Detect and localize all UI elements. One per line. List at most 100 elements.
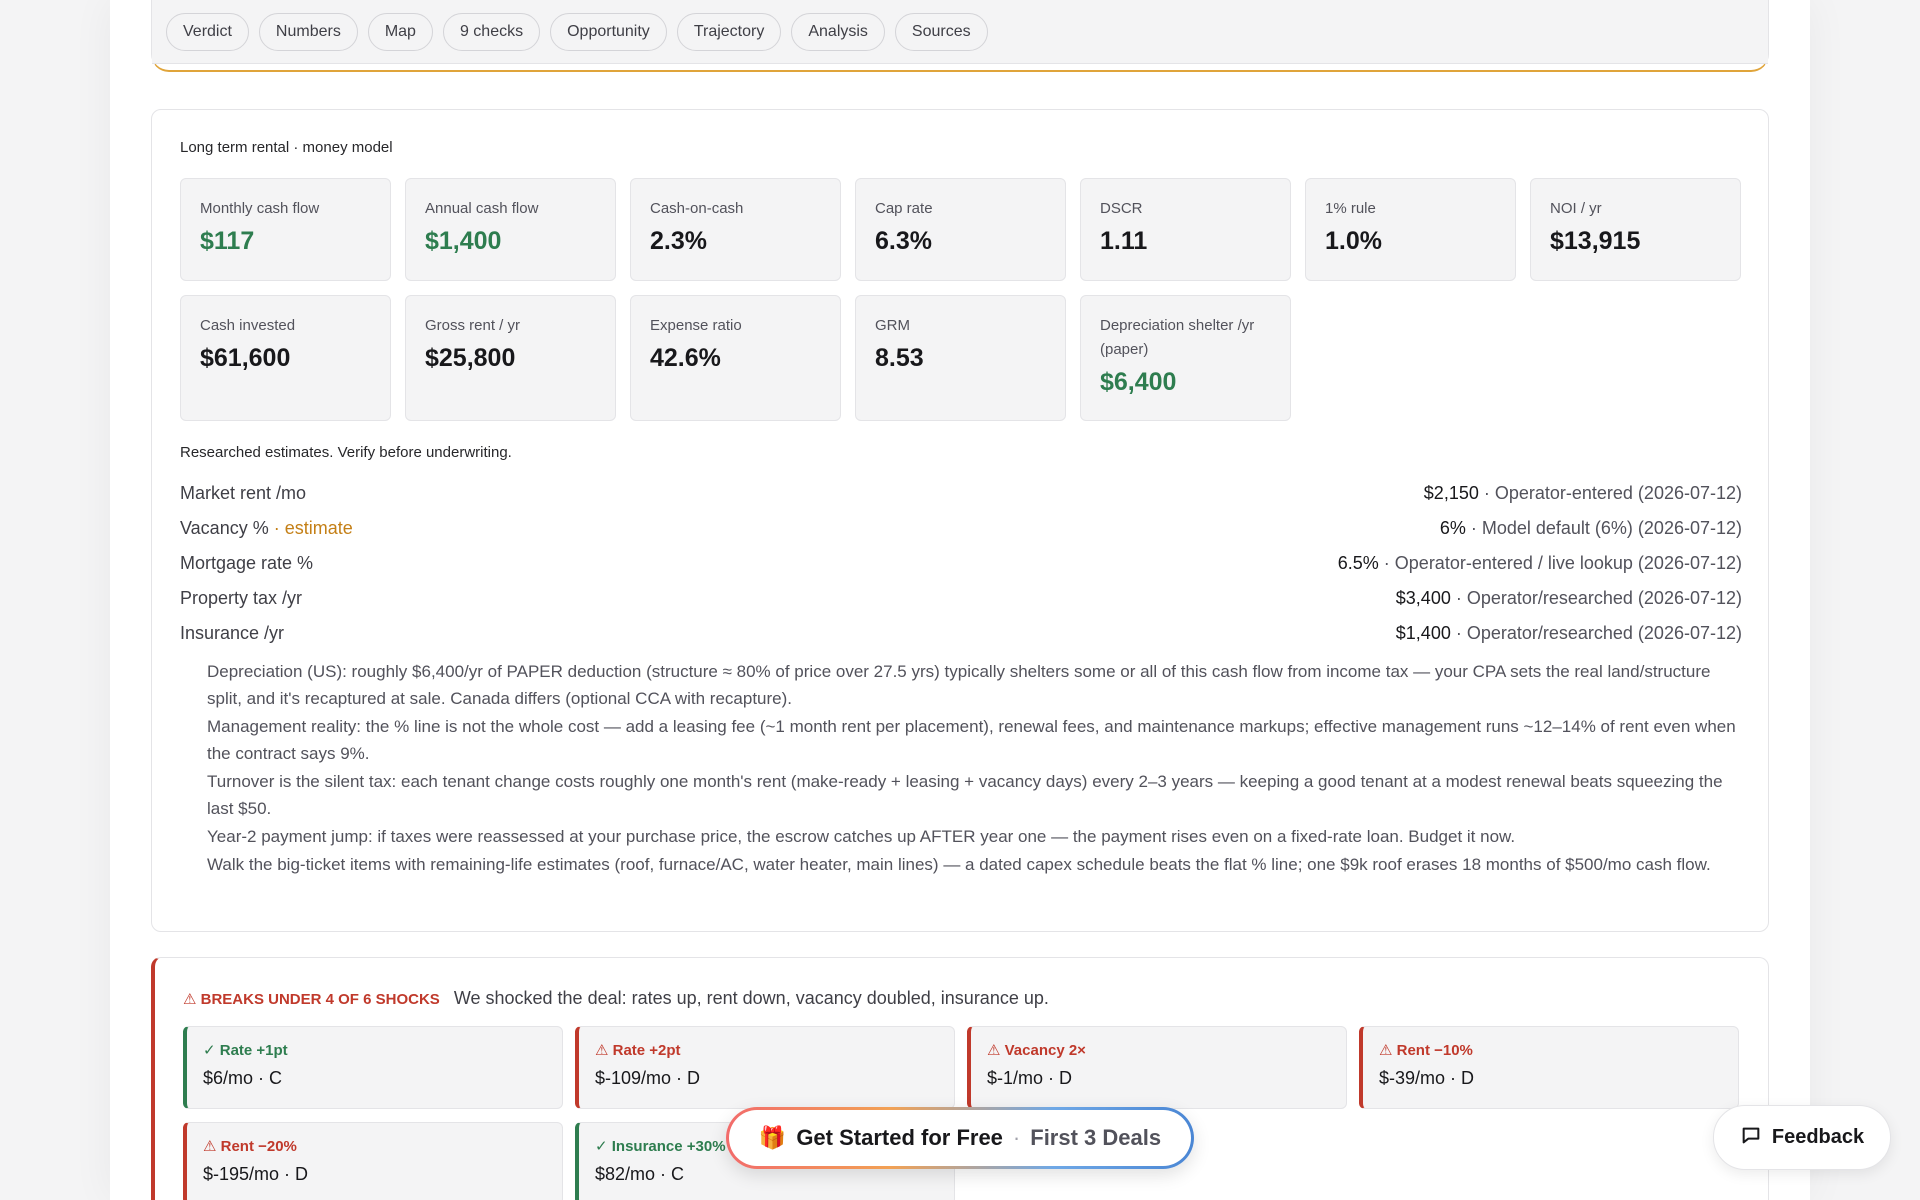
shock-result: $-1/mo · D [987,1068,1073,1088]
chat-bubble-icon [1740,1124,1762,1152]
assumption-name: Vacancy % [180,518,269,538]
tab-trajectory[interactable]: Trajectory [676,12,782,51]
shock-name: ⚠ Rate +2pt [595,1042,681,1059]
metric-value: $6,400 [1100,368,1177,396]
assumption-label: Mortgage rate % [180,553,313,574]
assumption-row: Insurance /yr $1,400 · Operator/researche… [180,616,1742,651]
metric-card: Depreciation shelter /yr (paper) $6,400 [1080,295,1291,421]
stress-test-description: We shocked the deal: rates up, rent down… [453,988,1049,1008]
assumption-row: Vacancy % · estimate 6% · Model default (… [180,511,1742,546]
feedback-label: Feedback [1771,1126,1865,1148]
assumption-name: Mortgage rate % [180,553,314,573]
metric-card: Cash-on-cash 2.3% [630,178,841,281]
feedback-button[interactable]: Feedback [1713,1105,1891,1170]
stress-test-card: ⚠ BREAKS UNDER 4 OF 6 SHOCKS We shocked … [151,957,1769,1200]
assumption-list: Market rent /mo $2,150 · Operator-entered… [180,476,1742,651]
shock-name: ⚠ Vacancy 2× [987,1042,1086,1059]
advice-note: Year-2 payment jump: if taxes were reass… [207,827,1516,846]
shock-result: $-195/mo · D [203,1164,309,1184]
assumption-number: $2,150 [1423,483,1479,503]
metric-value: 1.0% [1325,227,1382,255]
shock-scenario: ⚠ Rent −20% $-195/mo · D [183,1122,563,1200]
tab-sources[interactable]: Sources [894,12,988,51]
assumption-value: 6% · Model default (6%) (2026-07-12) [1440,518,1742,539]
metric-card: DSCR 1.11 [1080,178,1291,281]
advice-note: Walk the big-ticket items with remaining… [207,855,1711,874]
cta-label: Get Started for Free [796,1125,1003,1150]
assumption-number: 6% [1439,518,1466,538]
metric-label: DSCR [1100,200,1143,217]
shock-scenario: ⚠ Rent −10% $-39/mo · D [1359,1026,1739,1109]
assumption-name: Insurance /yr [180,623,285,643]
metric-value: $117 [200,227,255,255]
tab-verdict[interactable]: Verdict [166,12,249,51]
metric-label: Cash-on-cash [650,200,744,217]
assumption-value: $3,400 · Operator/researched (2026-07-12… [1396,588,1742,609]
shock-result: $82/mo · C [595,1164,685,1184]
metric-value: $25,800 [425,344,516,372]
money-model-card: Long term rental · money model Monthly c… [151,109,1769,932]
metric-value: 1.11 [1100,227,1148,255]
metric-label: Cap rate [875,200,933,217]
assumption-source: · Operator/researched (2026-07-12) [1450,588,1742,608]
assumption-name: Market rent /mo [180,483,307,503]
metric-card: Cash invested $61,600 [180,295,391,421]
assumption-source: · Operator/researched (2026-07-12) [1450,623,1742,643]
metric-label: Cash invested [200,317,296,334]
get-started-button-inner[interactable]: 🎁 Get Started for Free · First 3 Deals [729,1110,1191,1166]
assumption-row: Property tax /yr $3,400 · Operator/resear… [180,581,1742,616]
shock-name: ✓ Insurance +30% [595,1138,726,1155]
cta-separator: · [1012,1125,1021,1150]
section-nav: Verdict Numbers Map 9 checks Opportunity Traj… [151,0,1769,72]
tab-map[interactable]: Map [367,12,433,51]
metric-label: 1% rule [1325,200,1376,217]
metric-label: NOI / yr [1550,200,1602,217]
tab-opportunity[interactable]: Opportunity [550,12,667,51]
tab-numbers[interactable]: Numbers [258,12,358,51]
shock-result: $-39/mo · D [1379,1068,1475,1088]
estimates-note: Researched estimates. Verify before unde… [180,444,512,461]
metric-value: $1,400 [425,227,502,255]
assumption-value: 6.5% · Operator-entered / live lookup (2… [1338,553,1742,574]
shock-result: $-109/mo · D [595,1068,701,1088]
advice-note: Turnover is the silent tax: each tenant … [207,772,1723,818]
assumption-number: $3,400 [1395,588,1451,608]
shock-result: $6/mo · C [203,1068,283,1088]
advice-note: Management reality: the % line is not th… [207,717,1736,763]
assumption-label: Vacancy % · estimate [180,518,353,539]
assumption-row: Mortgage rate % 6.5% · Operator-entered /… [180,546,1742,581]
tab-analysis[interactable]: Analysis [791,12,885,51]
shock-name: ⚠ Rent −10% [1379,1042,1473,1059]
metric-value: 42.6% [650,344,721,372]
assumption-value: $2,150 · Operator-entered (2026-07-12) [1424,483,1742,504]
metric-label: Monthly cash flow [200,200,320,217]
advice-notes: Depreciation (US): roughly $6,400/yr of … [207,658,1737,879]
assumption-value: $1,400 · Operator/researched (2026-07-12… [1396,623,1742,644]
metric-card: NOI / yr $13,915 [1530,178,1741,281]
assumption-source: · Operator-entered / live lookup (2026-0… [1378,553,1742,573]
get-started-button[interactable]: 🎁 Get Started for Free · First 3 Deals [726,1107,1194,1169]
metric-label: Depreciation shelter /yr (paper) [1100,317,1255,358]
metric-card: Annual cash flow $1,400 [405,178,616,281]
card-title: Long term rental · money model [180,139,393,156]
shock-name: ✓ Rate +1pt [203,1042,288,1059]
tab-list: Verdict Numbers Map 9 checks Opportunity Traj… [152,0,1768,64]
assumption-row: Market rent /mo $2,150 · Operator-entered… [180,476,1742,511]
assumption-label: Market rent /mo [180,483,306,504]
gift-icon: 🎁 [758,1125,787,1150]
metric-card: Expense ratio 42.6% [630,295,841,421]
assumption-source: · Operator-entered (2026-07-12) [1478,483,1742,503]
advice-note: Depreciation (US): roughly $6,400/yr of … [207,662,1711,708]
assumption-number: $1,400 [1395,623,1451,643]
metric-value: $61,600 [200,344,291,372]
metric-card: Monthly cash flow $117 [180,178,391,281]
assumption-source: · Model default (6%) (2026-07-12) [1465,518,1742,538]
shock-scenario: ⚠ Vacancy 2× $-1/mo · D [967,1026,1347,1109]
metric-value: 6.3% [875,227,932,255]
metric-label: Annual cash flow [425,200,539,217]
tab-9-checks[interactable]: 9 checks [442,12,541,51]
shock-name: ⚠ Rent −20% [203,1138,297,1155]
breaks-badge: ⚠ BREAKS UNDER 4 OF 6 SHOCKS [183,991,440,1008]
assumption-number: 6.5% [1337,553,1379,573]
metric-card: Gross rent / yr $25,800 [405,295,616,421]
